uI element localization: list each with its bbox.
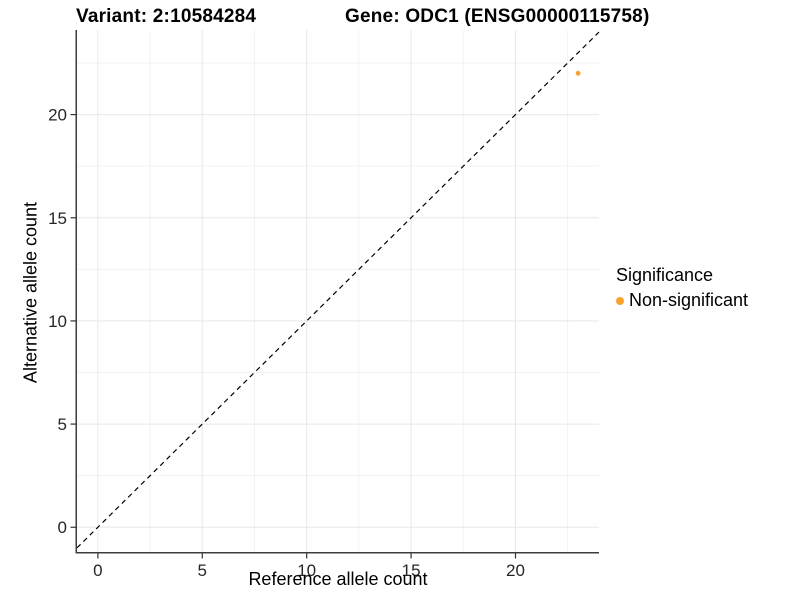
legend-item-label: Non-significant bbox=[629, 290, 749, 310]
y-tick-label: 10 bbox=[48, 312, 67, 331]
legend: Significance Non-significant bbox=[616, 265, 800, 311]
legend-title: Significance bbox=[616, 265, 714, 285]
identity-dashed-line bbox=[76, 31, 600, 549]
x-tick-label: 10 bbox=[297, 561, 316, 580]
x-tick-label: 20 bbox=[506, 561, 525, 580]
x-axis-title: Reference allele count bbox=[248, 569, 428, 589]
gene-title: Gene: ODC1 (ENSG00000115758) bbox=[345, 6, 650, 27]
x-tick-label: 15 bbox=[402, 561, 421, 580]
y-tick-label: 0 bbox=[58, 518, 67, 537]
legend-item: Non-significant bbox=[616, 290, 800, 311]
y-axis-title: Alternative allele count bbox=[20, 201, 41, 384]
variant-title: Variant: 2:10584284 bbox=[76, 6, 257, 27]
legend-items: Non-significant bbox=[616, 290, 800, 311]
x-tick-label: 0 bbox=[93, 561, 102, 580]
y-tick-label: 15 bbox=[48, 209, 67, 228]
y-tick-label: 20 bbox=[48, 106, 67, 125]
data-point bbox=[575, 70, 581, 76]
legend-key-dot bbox=[616, 296, 624, 305]
y-tick-label: 5 bbox=[58, 415, 67, 434]
x-tick-label: 5 bbox=[198, 561, 207, 580]
